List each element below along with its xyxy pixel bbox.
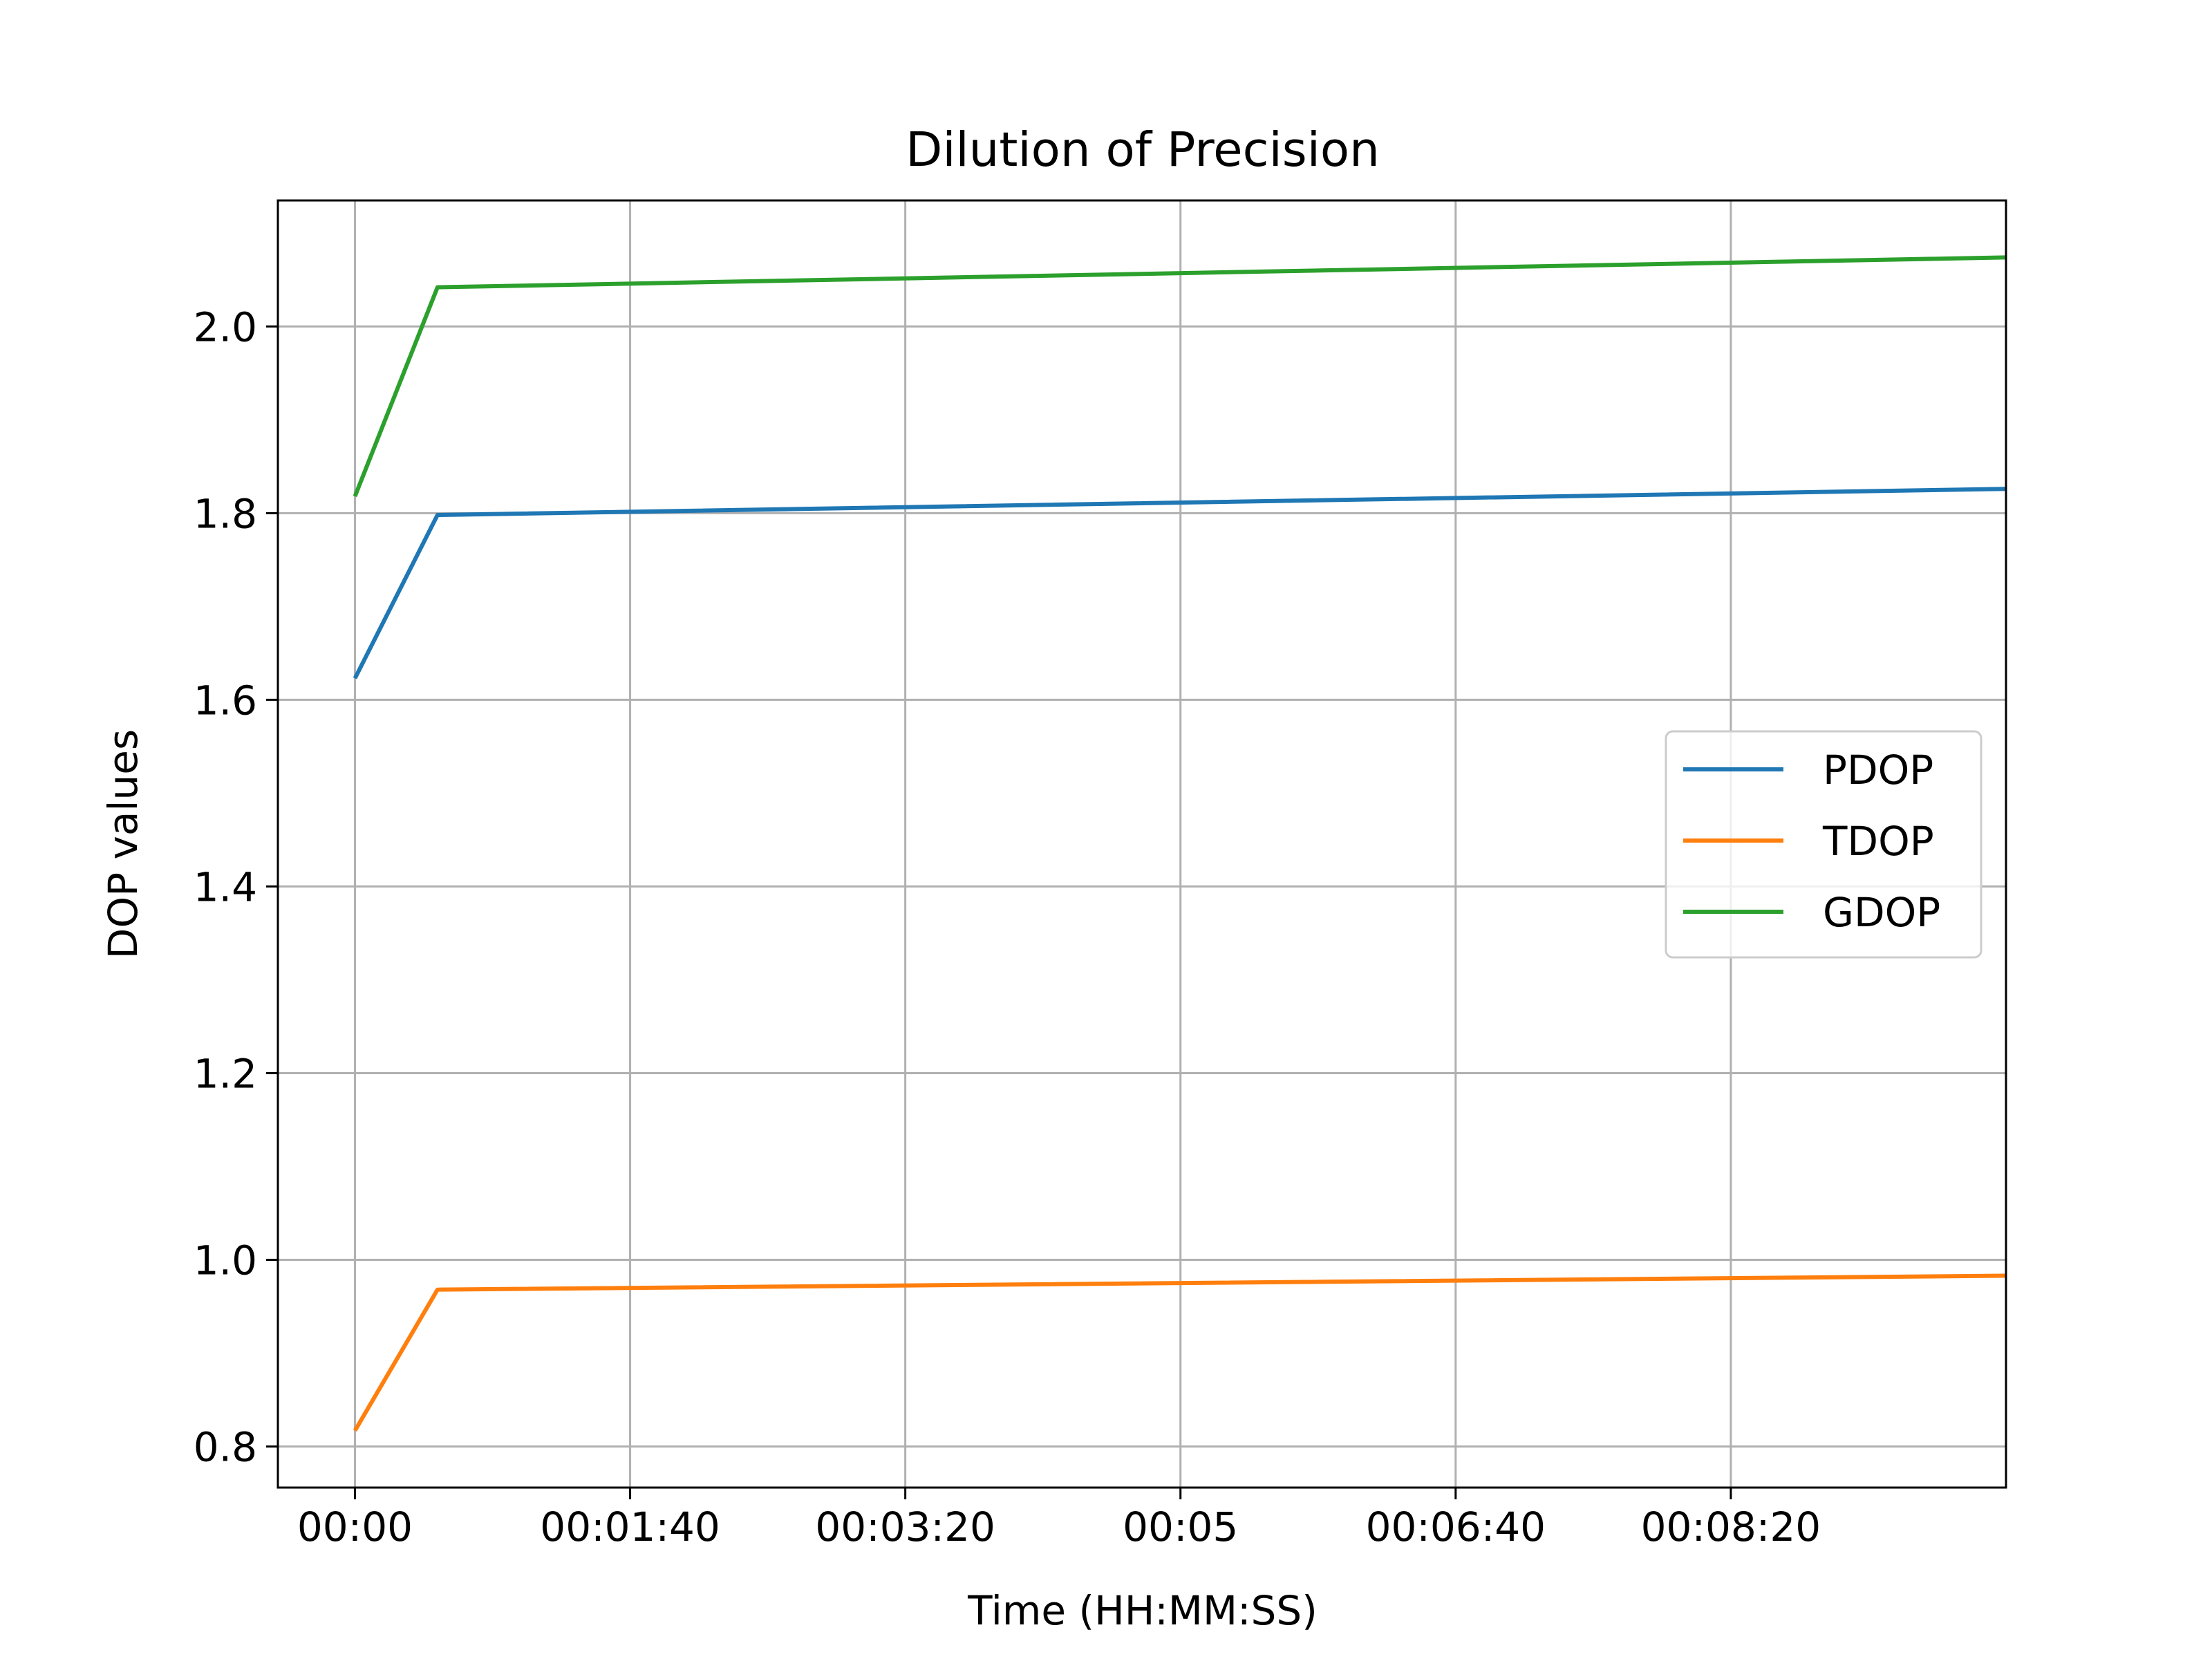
x-tick-label: 00:03:20 xyxy=(815,1503,995,1550)
series-lines xyxy=(353,255,2007,1432)
x-tick-label: 00:08:20 xyxy=(1641,1503,1821,1550)
y-axis-label: DOP values xyxy=(100,729,147,959)
y-tick-label: 1.4 xyxy=(194,863,257,910)
legend-label-tdop: TDOP xyxy=(1822,818,1934,865)
y-tick-label: 1.6 xyxy=(194,677,257,724)
ticks: 00:00 00:01:40 00:03:20 00:05 00:06:40 00:08:… xyxy=(194,303,1821,1550)
series-line-tdop xyxy=(353,1273,2007,1432)
legend: PDOP TDOP GDOP xyxy=(1665,730,1983,959)
chart-title: Dilution of Precision xyxy=(906,122,1380,178)
legend-box xyxy=(1665,730,1983,959)
x-tick-label: 00:06:40 xyxy=(1366,1503,1546,1550)
series-line-pdop xyxy=(353,487,2007,679)
plot-frame xyxy=(276,199,2007,1489)
series-line-gdop xyxy=(353,255,2007,498)
x-tick-label: 00:01:40 xyxy=(540,1503,720,1550)
y-tick-label: 0.8 xyxy=(194,1424,257,1471)
y-tick-label: 1.0 xyxy=(194,1237,257,1284)
legend-entries: PDOP TDOP GDOP xyxy=(1683,747,1940,936)
x-tick-label: 00:00 xyxy=(297,1503,413,1550)
x-tick-label: 00:05 xyxy=(1123,1503,1238,1550)
y-tick-label: 1.8 xyxy=(194,490,257,537)
legend-label-pdop: PDOP xyxy=(1823,747,1933,794)
x-axis-label: Time (HH:MM:SS) xyxy=(967,1587,1318,1634)
y-tick-label: 2.0 xyxy=(194,303,257,350)
legend-label-gdop: GDOP xyxy=(1823,889,1940,936)
y-tick-label: 1.2 xyxy=(194,1050,257,1097)
